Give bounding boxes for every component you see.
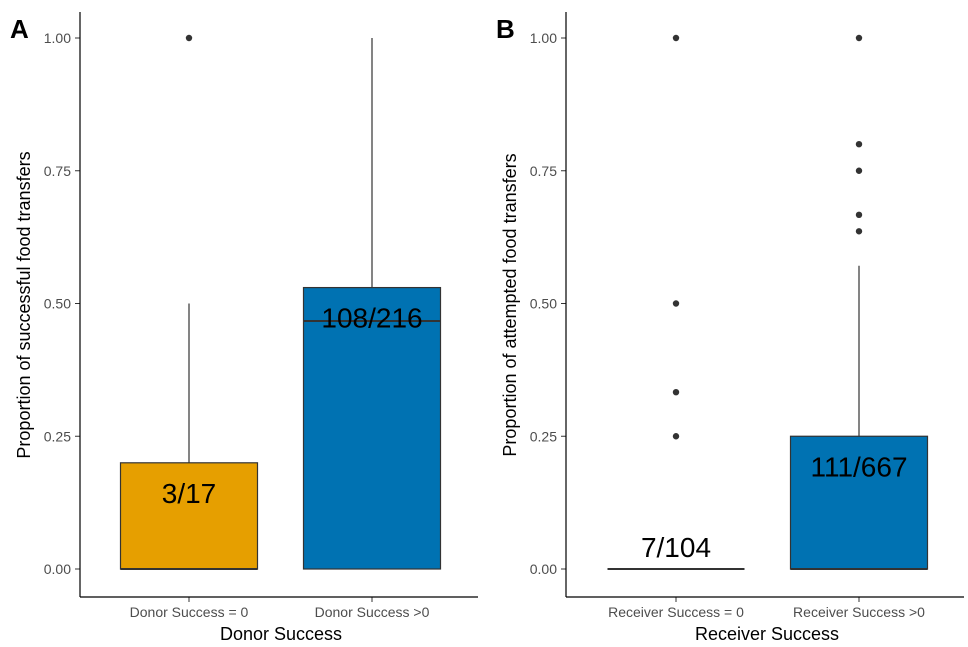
panel-a-y-tick-label: 0.50 (44, 296, 71, 312)
panel-b-y-tick-label: 0.25 (530, 428, 557, 444)
outlier-point (855, 211, 863, 219)
panel-b-x-tick-label: Receiver Success >0 (793, 604, 925, 620)
panel-a-y-tick-label: 0.00 (44, 561, 71, 577)
outlier-point (855, 141, 863, 148)
panel-b-y-tick-label: 1.00 (530, 30, 557, 46)
panel-a-y-axis-title: Proportion of successful food transfers (14, 151, 34, 458)
outlier-point (672, 300, 680, 307)
count-annotation: 7/104 (641, 532, 711, 563)
panel-b-box-0: 7/104 (607, 34, 745, 570)
panel-a-y-tick-label: 0.75 (44, 163, 71, 179)
panel-a-y-tick-label: 1.00 (44, 30, 71, 46)
panel-b-y-ticks: 0.00 0.25 0.50 0.75 1.00 (530, 30, 566, 577)
outlier-point (672, 433, 680, 440)
panel-a-x-tick-label: Donor Success >0 (315, 604, 430, 620)
panel-a-y-ticks: 0.00 0.25 0.50 0.75 1.00 (44, 30, 80, 577)
outlier-point (855, 228, 863, 235)
outlier-point (855, 34, 863, 42)
panel-b: B 0.00 0.25 0.50 0.75 1.00 7/104 111/667 Rece… (496, 12, 964, 644)
outlier-point (672, 34, 680, 42)
outlier-point (855, 167, 863, 174)
panel-b-y-tick-label: 0.75 (530, 163, 557, 179)
count-annotation: 108/216 (321, 303, 422, 334)
panel-a-box-1: 108/216 (302, 38, 442, 570)
count-annotation: 111/667 (810, 451, 907, 482)
box-body (789, 435, 929, 570)
panel-a-x-axis-title: Donor Success (220, 624, 342, 644)
panel-a-box-0: 3/17 (119, 34, 259, 570)
panel-a-y-tick-label: 0.25 (44, 428, 71, 444)
panel-b-boxes: 7/104 111/667 (607, 34, 929, 570)
panel-b-label: B (496, 14, 515, 44)
panel-b-x-ticks: Receiver Success = 0 Receiver Success >0 (608, 597, 925, 620)
panel-b-y-tick-label: 0.00 (530, 561, 557, 577)
count-annotation: 3/17 (162, 478, 217, 509)
panel-b-x-axis-title: Receiver Success (695, 624, 839, 644)
box-body (302, 286, 442, 570)
panel-b-x-tick-label: Receiver Success = 0 (608, 604, 744, 620)
outlier-point (185, 34, 193, 42)
panel-a-x-ticks: Donor Success = 0 Donor Success >0 (130, 597, 430, 620)
panel-b-y-axis-title: Proportion of attempted food transfers (500, 153, 520, 456)
panel-a: A 0.00 0.25 0.50 0.75 1.00 3/17 108/216 Donor… (10, 12, 478, 644)
panel-a-x-tick-label: Donor Success = 0 (130, 604, 249, 620)
panel-a-boxes: 3/17 108/216 (119, 34, 442, 570)
panel-b-y-tick-label: 0.50 (530, 296, 557, 312)
outlier-point (672, 388, 680, 396)
panel-a-label: A (10, 14, 29, 44)
panel-b-box-1: 111/667 (789, 34, 929, 570)
